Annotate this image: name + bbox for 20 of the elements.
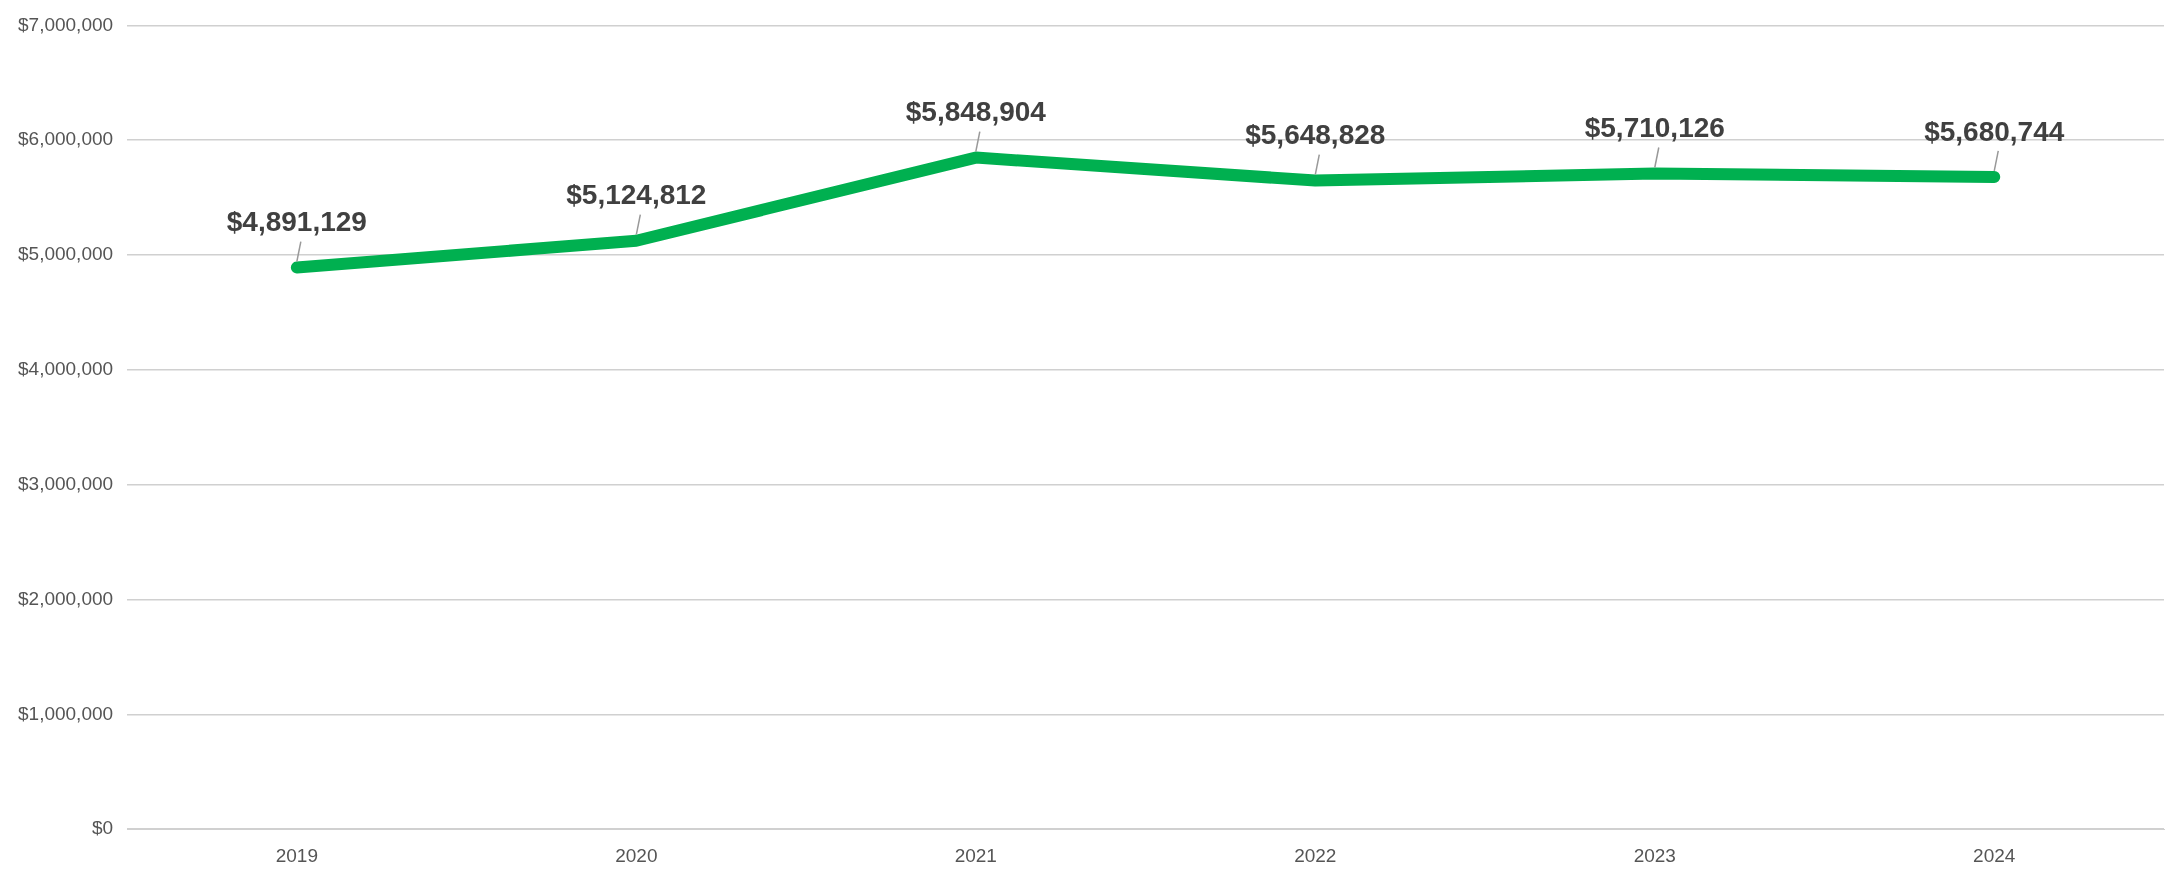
x-tick-label: 2019 bbox=[275, 844, 318, 866]
y-tick-label: $3,000,000 bbox=[18, 472, 114, 494]
y-tick-label: $7,000,000 bbox=[18, 13, 114, 35]
y-tick-label: $2,000,000 bbox=[18, 587, 114, 609]
data-label: $4,891,129 bbox=[226, 206, 367, 238]
y-tick-label: $6,000,000 bbox=[18, 128, 114, 150]
x-tick-label: 2023 bbox=[1633, 844, 1676, 866]
x-tick-label: 2020 bbox=[615, 844, 658, 866]
data-label: $5,648,828 bbox=[1245, 119, 1386, 151]
data-label: $5,124,812 bbox=[566, 179, 707, 211]
y-tick-label: $5,000,000 bbox=[18, 243, 114, 265]
y-tick-label: $1,000,000 bbox=[18, 702, 114, 724]
data-label: $5,710,126 bbox=[1584, 112, 1725, 144]
x-tick-label: 2024 bbox=[1973, 844, 2016, 866]
x-tick-label: 2022 bbox=[1294, 844, 1337, 866]
y-tick-label: $4,000,000 bbox=[18, 358, 114, 380]
data-label: $5,680,744 bbox=[1924, 115, 2065, 147]
x-tick-label: 2021 bbox=[954, 844, 997, 866]
data-label: $5,848,904 bbox=[905, 96, 1047, 128]
y-tick-label: $0 bbox=[91, 817, 114, 839]
